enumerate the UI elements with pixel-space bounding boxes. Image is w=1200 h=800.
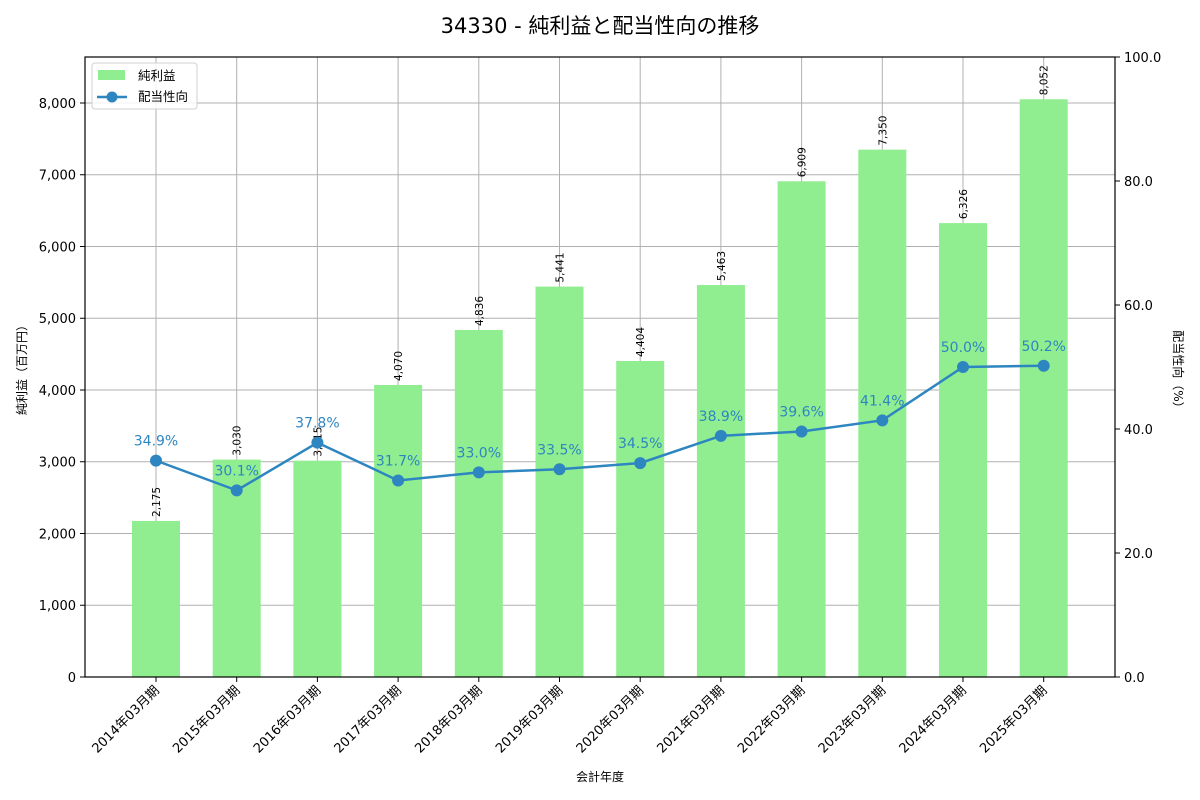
bar: [616, 361, 665, 677]
bar: [858, 149, 907, 677]
line-value-label: 33.5%: [537, 442, 581, 458]
bar: [293, 460, 342, 677]
bar-value-label: 8,052: [1039, 65, 1051, 95]
line-value-label: 41.4%: [860, 393, 904, 409]
line-value-label: 30.1%: [214, 463, 258, 479]
bar-value-label: 4,404: [635, 327, 647, 357]
bar: [454, 330, 503, 677]
left-y-tick-label: 2,000: [39, 527, 76, 542]
line-value-label: 38.9%: [699, 409, 743, 425]
right-y-axis-label: 配当性向（%）: [1171, 330, 1186, 413]
right-y-axis: 0.0 20.0 40.0 60.0 80.0 100.0: [1115, 51, 1161, 686]
bar-value-label: 5,463: [716, 251, 728, 281]
line-marker: [311, 436, 324, 449]
line-marker: [230, 484, 243, 497]
legend-bar-swatch: [98, 70, 125, 80]
bar-value-label: 3,030: [232, 426, 244, 456]
x-tick-label: 2019年03月期: [493, 683, 566, 756]
bar: [132, 520, 180, 677]
line-marker: [553, 463, 566, 476]
line-marker: [392, 474, 405, 487]
line-value-label: 31.7%: [376, 453, 420, 469]
left-y-tick-label: 0: [68, 671, 76, 686]
left-y-tick-label: 1,000: [39, 599, 76, 614]
line-value-label: 34.5%: [618, 436, 662, 452]
bar: [939, 223, 987, 677]
bar-value-label: 2,175: [151, 487, 163, 517]
bar: [374, 384, 423, 677]
right-y-tick-label: 60.0: [1124, 299, 1153, 314]
payout-ratio-line: [155, 364, 1044, 492]
left-y-tick-label: 4,000: [39, 384, 76, 399]
right-y-tick-label: 0.0: [1124, 671, 1145, 686]
right-y-tick-label: 40.0: [1124, 423, 1153, 438]
line-value-label: 39.6%: [779, 404, 823, 420]
left-y-tick-label: 3,000: [39, 456, 76, 471]
x-tick-label: 2017年03月期: [332, 683, 405, 756]
x-axis: 2014年03月期 2015年03月期 2016年03月期 2017年03月期 2018…: [90, 677, 1051, 757]
left-y-tick-label: 8,000: [39, 97, 76, 112]
x-tick-label: 2025年03月期: [977, 683, 1050, 756]
left-y-tick-label: 5,000: [39, 312, 76, 327]
line-marker: [957, 361, 969, 373]
line-value-label: 50.0%: [941, 340, 985, 356]
line-value-label: 37.8%: [295, 416, 339, 432]
x-tick-label: 2015年03月期: [170, 683, 243, 756]
bar-value-label: 6,326: [958, 189, 970, 219]
x-tick-label: 2016年03月期: [251, 683, 324, 756]
left-y-axis: 0 1,000 2,000 3,000 4,000 5,000 6,000 7,000 8,00…: [39, 97, 85, 686]
bar: [1019, 99, 1068, 678]
chart-title: 34330 - 純利益と配当性向の推移: [441, 14, 760, 38]
line-marker: [634, 457, 647, 470]
bar-value-label: 6,909: [797, 147, 809, 177]
x-axis-label: 会計年度: [576, 769, 624, 784]
plot-frame: [84, 56, 1116, 678]
legend-line-label: 配当性向: [138, 89, 188, 104]
x-tick-label: 2021年03月期: [654, 683, 727, 756]
legend: 純利益 配当性向: [91, 62, 198, 110]
x-tick-label: 2022年03月期: [735, 683, 808, 756]
x-tick-label: 2020年03月期: [574, 683, 647, 756]
line-marker: [1037, 359, 1050, 372]
legend-marker-icon: [106, 91, 118, 103]
line-marker: [876, 414, 889, 427]
bar-series: 2,1753,0303,0154,0704,8365,4414,4045,463…: [132, 65, 1068, 678]
right-y-tick-label: 100.0: [1124, 51, 1161, 66]
bar-value-label: 5,441: [555, 253, 567, 283]
line-value-label: 50.2%: [1021, 339, 1065, 355]
line-marker: [472, 466, 485, 479]
legend-bar-label: 純利益: [138, 68, 176, 83]
bar-value-label: 4,070: [393, 351, 405, 381]
bar: [696, 285, 745, 677]
line-value-label: 33.0%: [457, 445, 501, 461]
line-value-label: 34.9%: [134, 434, 178, 450]
line-series: 34.9% 30.1% 37.8% 31.7% 33.0% 33.5% 34.5% 38.9%…: [134, 339, 1066, 497]
line-marker: [150, 454, 162, 467]
line-marker: [714, 429, 727, 442]
x-tick-label: 2024年03月期: [897, 683, 970, 756]
bar: [535, 286, 584, 677]
left-y-tick-label: 6,000: [39, 240, 76, 255]
bar-value-label: 4,836: [474, 296, 486, 326]
bar-value-label: 7,350: [877, 116, 889, 146]
right-y-tick-label: 80.0: [1124, 175, 1153, 190]
line-marker: [795, 425, 808, 438]
x-tick-label: 2023年03月期: [816, 683, 889, 756]
x-tick-label: 2018年03月期: [412, 683, 485, 756]
x-tick-label: 2014年03月期: [90, 683, 163, 756]
left-y-axis-label: 純利益（百万円）: [15, 319, 29, 415]
right-y-tick-label: 20.0: [1124, 547, 1153, 562]
left-y-tick-label: 7,000: [39, 169, 76, 184]
